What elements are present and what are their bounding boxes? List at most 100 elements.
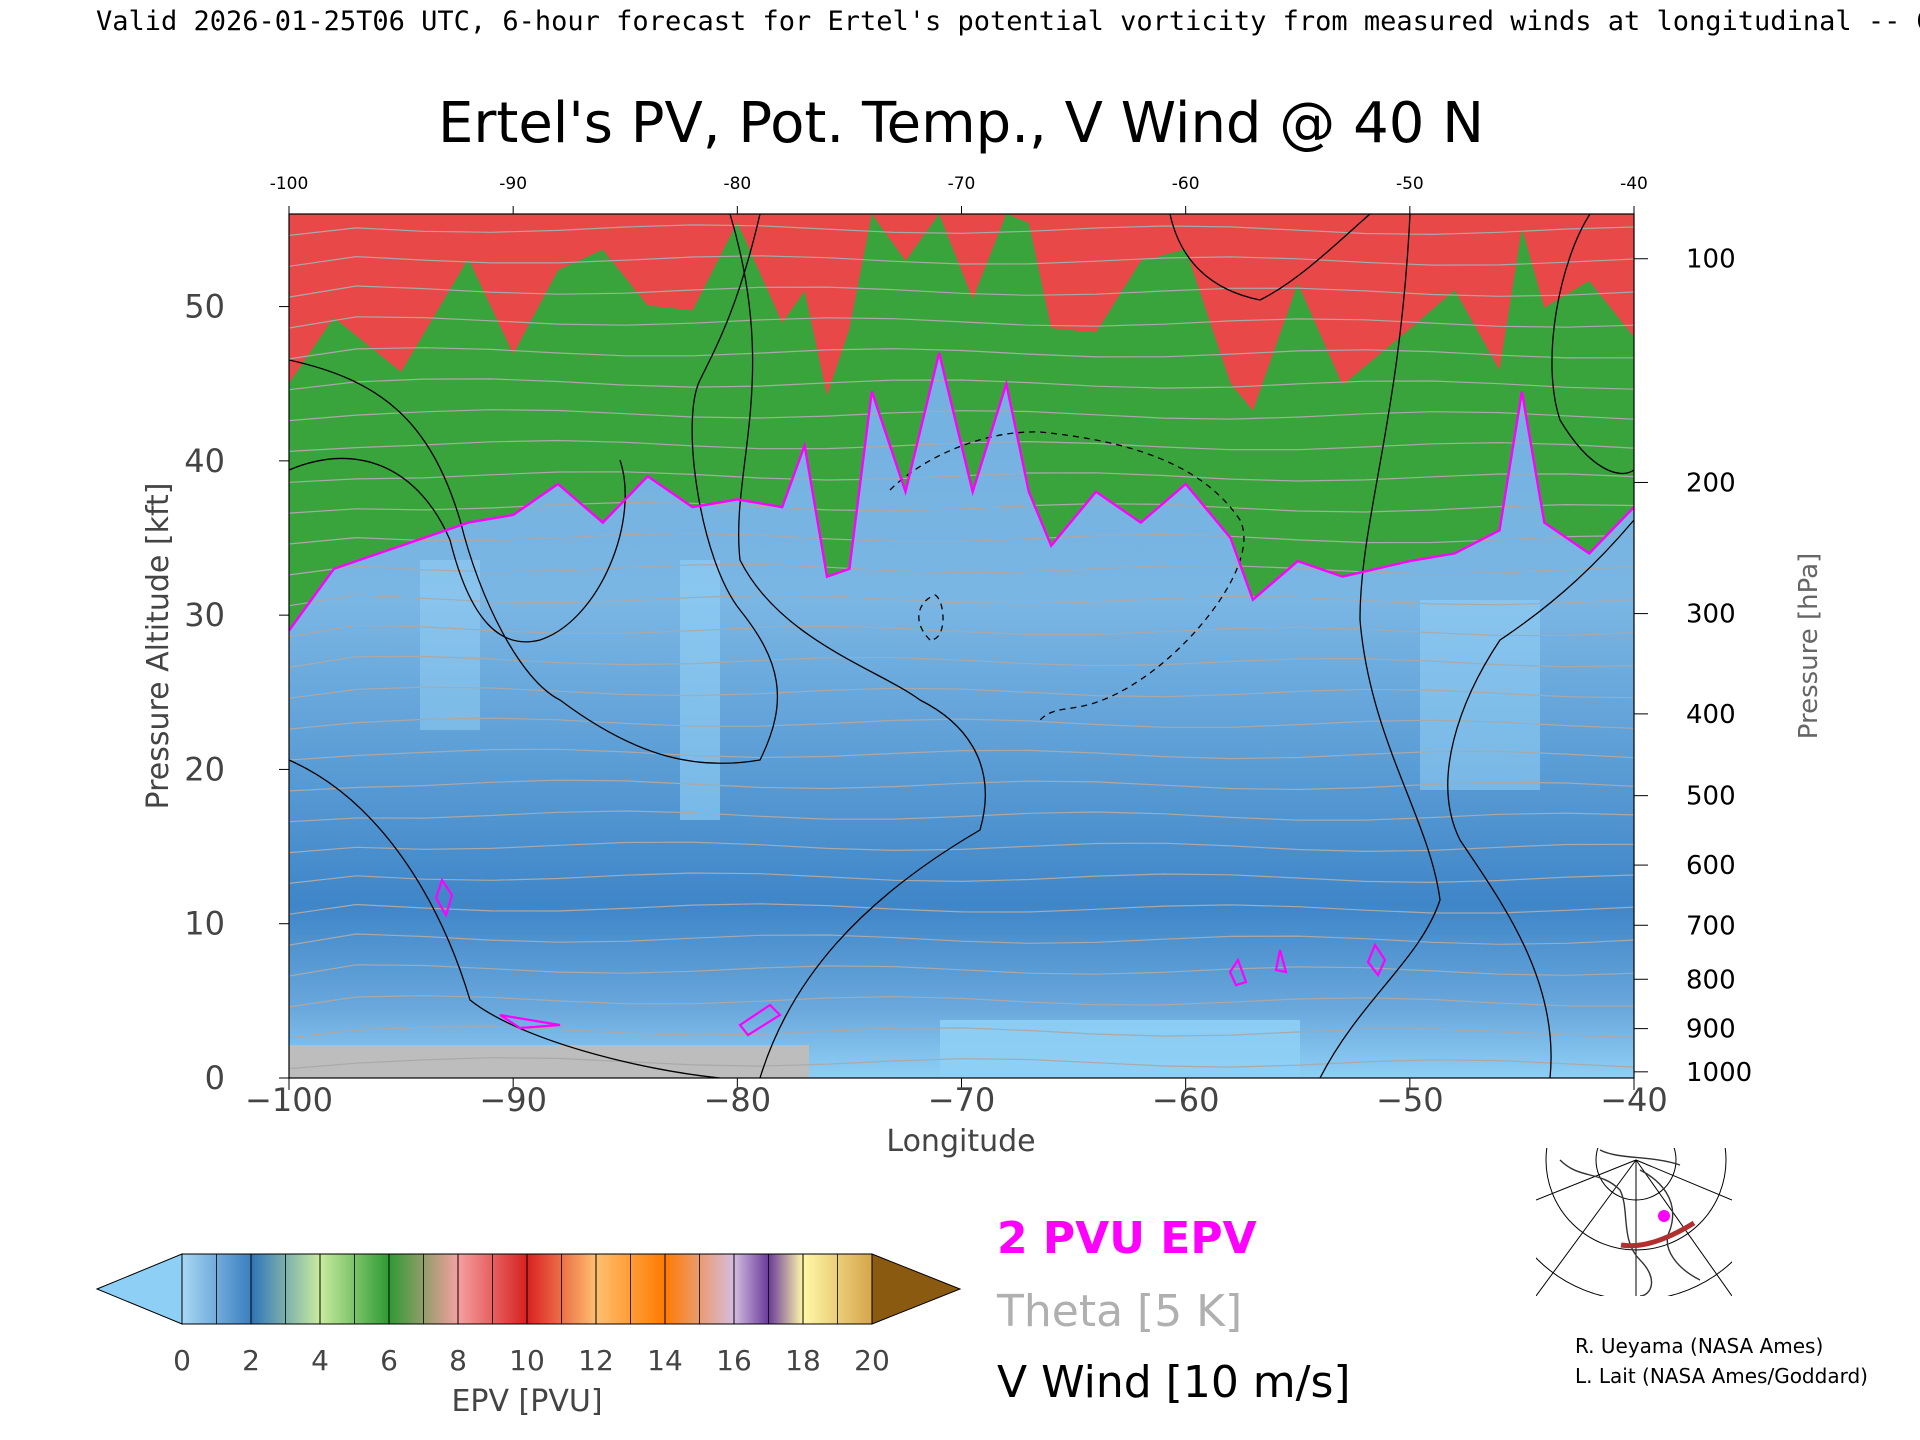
colorbar: 0 2 4 6 8 10 12 14 16 18 20 EPV [PVU] [95, 1253, 962, 1419]
wind-contour-positive [1169, 214, 1371, 301]
wind-contour-zero [289, 759, 721, 1078]
pressure-tick-label: 100 [1686, 245, 1736, 275]
theta-contour [289, 255, 1634, 267]
pressure-tick-label: 300 [1686, 600, 1736, 630]
colorbar-tick-label: 18 [785, 1344, 821, 1377]
theta-contour [289, 285, 1634, 298]
stratosphere-field [289, 214, 1634, 631]
colorbar-dividers [216, 1254, 838, 1324]
wind-contour-negative [889, 431, 1245, 721]
y-axis-left-label: Pressure Altitude [kft] [141, 483, 176, 810]
inset-map [1536, 1148, 1732, 1296]
pressure-tick-label: 400 [1686, 700, 1736, 730]
pressure-tick-label: 900 [1686, 1015, 1736, 1045]
map-cross-section-path [1620, 1220, 1696, 1249]
theta-contour [289, 748, 1634, 761]
upper-high-pv-field [289, 214, 1634, 411]
colorbar-tick-label: 20 [854, 1344, 890, 1377]
x-top-tick-label: -70 [948, 174, 976, 194]
x-tick-label: −80 [704, 1081, 772, 1119]
credit-line-1: R. Ueyama (NASA Ames) [1575, 1334, 1823, 1358]
low-pv-patch [420, 560, 480, 730]
theta-contour [289, 224, 1634, 236]
theta-contour [289, 624, 1634, 638]
colorbar-tick-label: 10 [509, 1344, 545, 1377]
x-tick-label: −70 [928, 1081, 996, 1119]
legend-theta-entry: Theta [5 K] [996, 1286, 1242, 1337]
x-axis-label: Longitude [886, 1124, 1035, 1159]
pv2-tropopause-line [289, 352, 1634, 632]
theta-contour [289, 1026, 1634, 1039]
y-tick-label: 30 [184, 596, 225, 634]
theta-contour [289, 1057, 1634, 1070]
x-tick-label: −40 [1600, 1081, 1668, 1119]
theta-contour [289, 471, 1634, 483]
theta-contour [289, 995, 1634, 1008]
y-axis-left: 0 10 20 30 40 50 [184, 288, 289, 1097]
wind-contour-negative [918, 594, 944, 641]
colorbar-tick-label: 6 [380, 1344, 398, 1377]
theta-contour [289, 532, 1634, 545]
y-tick-label: 0 [205, 1059, 225, 1097]
colorbar-tick-label: 12 [578, 1344, 614, 1377]
colorbar-label: EPV [PVU] [451, 1384, 602, 1419]
theta-contour [289, 378, 1634, 391]
pressure-tick-label: 600 [1686, 851, 1736, 881]
wind-contour-zero [1551, 214, 1634, 475]
y-tick-label: 10 [184, 905, 225, 943]
chart-title: Ertel's PV, Pot. Temp., V Wind @ 40 N [438, 91, 1484, 156]
x-top-tick-label: -40 [1620, 174, 1648, 194]
theta-contour [289, 594, 1634, 607]
colorbar-tick-label: 4 [311, 1344, 329, 1377]
legend-pv2-entry: 2 PVU EPV [997, 1213, 1257, 1264]
theta-contour [289, 810, 1634, 823]
x-top-tick-label: -80 [723, 174, 751, 194]
theta-contour [289, 686, 1634, 699]
colorbar-tick-label: 8 [449, 1344, 467, 1377]
theta-contour [289, 316, 1634, 329]
x-tick-label: −90 [479, 1081, 547, 1119]
pressure-tick-label: 200 [1686, 468, 1736, 498]
theta-contour [289, 779, 1634, 792]
y-axis-right-label: Pressure [hPa] [1794, 553, 1824, 740]
terrain-mask [289, 1045, 809, 1078]
pv2-low-contour [434, 877, 454, 918]
pv2-low-contour [1274, 949, 1288, 974]
theta-contour [289, 655, 1634, 668]
theta-contours [289, 224, 1634, 1070]
pressure-tick-label: 1000 [1686, 1058, 1752, 1088]
wind-contour-zero [289, 214, 778, 765]
theta-contour [289, 933, 1634, 946]
pv2-low-level-contours [434, 877, 1387, 1037]
theta-contour [289, 347, 1634, 360]
map-graticule [1536, 1148, 1732, 1296]
pv2-low-contour [738, 1003, 782, 1037]
theta-contour [289, 409, 1634, 422]
theta-contour [289, 841, 1634, 854]
x-top-tick-label: -100 [270, 174, 309, 194]
colorbar-low-arrow [95, 1253, 183, 1325]
x-top-tick-label: -90 [499, 174, 527, 194]
theta-contour [289, 717, 1634, 730]
x-top-tick-label: -50 [1396, 174, 1424, 194]
y-tick-label: 20 [184, 750, 225, 788]
legend-wind-entry: V Wind [10 m/s] [997, 1357, 1351, 1408]
pressure-tick-label: 800 [1686, 965, 1736, 995]
x-axis-top: -100 -90 -80 -70 -60 -50 -40 [270, 174, 1648, 214]
x-tick-label: −100 [245, 1081, 333, 1119]
plot-area [289, 214, 1634, 1078]
field-patches [289, 560, 1540, 1078]
colorbar-tick-label: 14 [647, 1344, 683, 1377]
wind-contours [289, 214, 1634, 1078]
x-tick-label: −50 [1376, 1081, 1444, 1119]
wind-contour-zero [729, 214, 986, 1078]
theta-contour [289, 964, 1634, 977]
x-top-tick-label: -60 [1172, 174, 1200, 194]
theta-contour [289, 872, 1634, 884]
colorbar-ticks: 0 2 4 6 8 10 12 14 16 18 20 [173, 1344, 890, 1377]
pv2-low-contour [1228, 957, 1248, 987]
credit-line-2: L. Lait (NASA Ames/Goddard) [1575, 1364, 1868, 1388]
low-pv-patch [680, 560, 720, 820]
wind-contour-zero [1319, 214, 1441, 1078]
